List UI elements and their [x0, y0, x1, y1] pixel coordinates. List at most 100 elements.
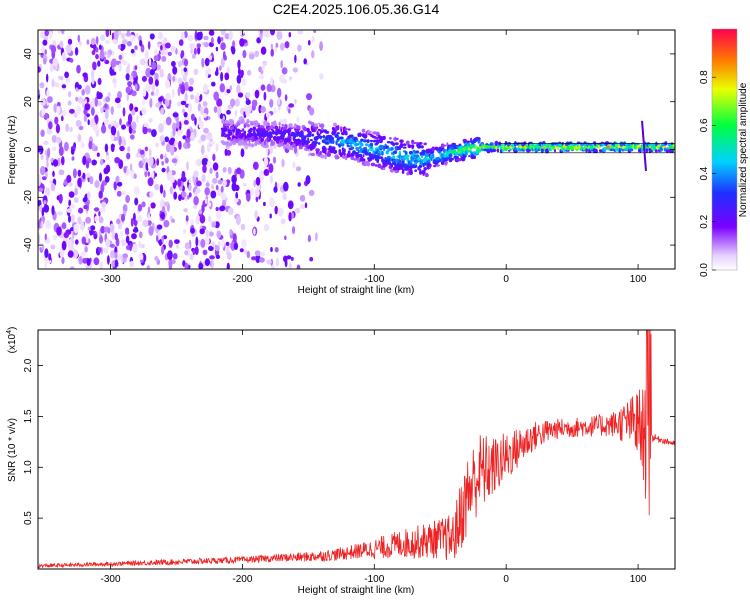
spectrogram-signal-cell	[303, 135, 307, 140]
spectrogram-noise-cell	[85, 85, 91, 95]
spectrogram-noise-cell	[288, 262, 292, 269]
spectrogram-noise-cell	[45, 171, 48, 178]
colorbar-tick-label: 0.4	[699, 166, 710, 180]
spectrogram-signal-cell	[242, 140, 245, 146]
spectrogram-noise-cell	[234, 109, 238, 117]
spectrogram-noise-cell	[283, 255, 288, 263]
colorbar-tick-label: 0.2	[699, 214, 710, 228]
spectrogram-noise-cell	[292, 67, 298, 73]
spectrogram-noise-cell	[125, 235, 130, 244]
spectrogram-noise-cell	[126, 40, 132, 47]
spectrogram-noise-cell	[161, 235, 165, 243]
spectrogram-noise-cell	[204, 57, 210, 67]
spectrogram-noise-cell	[178, 39, 184, 46]
spectrogram-noise-cell	[200, 134, 206, 142]
spectrogram-noise-cell	[209, 140, 215, 146]
spectrogram-signal-cell	[508, 149, 511, 152]
spectrogram-noise-cell	[61, 156, 65, 166]
spectrogram-noise-cell	[126, 93, 129, 102]
spectrogram-signal-cell	[261, 129, 267, 135]
spectrogram-noise-cell	[64, 71, 69, 79]
spectrogram-noise-cell	[50, 45, 57, 54]
x-tick-label: 100	[630, 574, 647, 585]
spectrogram-noise-cell	[67, 91, 72, 98]
spectrogram-noise-cell	[303, 58, 308, 65]
spectrogram-noise-cell	[174, 140, 178, 147]
spectrogram-noise-cell	[293, 146, 298, 154]
spectrogram-signal-cell	[263, 120, 268, 126]
spectrogram-noise-cell	[169, 186, 173, 194]
spectrogram-noise-cell	[256, 37, 262, 44]
spectrogram-signal-cell	[347, 128, 351, 131]
spectrogram-signal-cell	[423, 167, 428, 171]
spectrogram-signal-cell	[319, 137, 322, 140]
spectrogram-noise-cell	[131, 233, 137, 240]
spectrogram-signal-cell	[313, 144, 316, 149]
spectrogram-noise-cell	[85, 160, 90, 169]
spectrogram-signal-cell	[390, 147, 394, 151]
spectrogram-noise-cell	[210, 190, 217, 199]
spectrogram-noise-cell	[72, 249, 78, 259]
spectrogram-y-axis-label: Frequency (Hz)	[7, 116, 18, 185]
spectrogram-signal-cell	[409, 161, 413, 167]
spectrogram-noise-cell	[187, 195, 190, 200]
spectrogram-noise-cell	[39, 166, 46, 176]
spectrogram-noise-cell	[91, 50, 96, 56]
spectrogram-noise-cell	[122, 204, 128, 213]
spectrogram-signal-cell	[474, 144, 477, 149]
spectrogram-noise-cell	[131, 90, 137, 97]
y-tick-label: -40	[23, 237, 34, 252]
spectrogram-noise-cell	[69, 126, 73, 133]
spectrogram-noise-cell	[215, 211, 222, 220]
spectrogram-noise-cell	[41, 176, 47, 181]
spectrogram-noise-cell	[209, 167, 213, 174]
spectrogram-noise-cell	[184, 81, 189, 92]
spectrogram-noise-cell	[40, 222, 43, 229]
spectrogram-noise-cell	[200, 106, 205, 115]
spectrogram-noise-cell	[57, 30, 61, 34]
spectrogram-noise-cell	[133, 173, 137, 179]
spectrogram-signal-cell	[415, 150, 420, 154]
spectrogram-signal-cell	[419, 168, 422, 173]
y-tick-label: 20	[23, 96, 34, 108]
spectrogram-noise-cell	[260, 251, 265, 257]
spectrogram-signal-cell	[372, 139, 377, 143]
spectrogram-noise-cell	[245, 92, 251, 99]
spectrogram-noise-cell	[269, 175, 273, 184]
spectrogram-noise-cell	[204, 258, 211, 267]
spectrogram-signal-cell	[554, 149, 556, 153]
spectrogram-noise-cell	[170, 175, 175, 184]
spectrogram-signal-cell	[369, 139, 374, 143]
spectrogram-noise-cell	[38, 187, 44, 192]
spectrogram-noise-cell	[263, 91, 267, 101]
spectrogram-noise-cell	[77, 34, 81, 43]
spectrogram-noise-cell	[277, 207, 284, 217]
spectrogram-noise-cell	[239, 248, 244, 253]
spectrogram-noise-cell	[215, 206, 219, 212]
spectrogram-noise-cell	[73, 197, 79, 203]
spectrogram-noise-cell	[95, 53, 99, 60]
spectrogram-signal-cell	[480, 147, 484, 152]
spectrogram-noise-cell	[144, 50, 149, 59]
colorbar-tick-label: 0.8	[699, 70, 710, 84]
spectrogram-noise-cell	[41, 107, 46, 117]
spectrogram-signal-cell	[252, 131, 256, 135]
spectrogram-signal-cell	[422, 171, 425, 176]
spectrogram-noise-cell	[240, 223, 246, 231]
spectrogram-noise-cell	[56, 136, 62, 144]
spectrogram-noise-cell	[193, 68, 199, 76]
spectrogram-noise-cell	[61, 115, 64, 122]
spectrogram-noise-cell	[186, 142, 191, 149]
spectrogram-noise-cell	[296, 116, 300, 123]
spectrogram-noise-cell	[296, 264, 301, 269]
spectrogram-noise-cell	[194, 246, 199, 256]
spectrogram-signal-cell	[358, 153, 363, 158]
spectrogram-noise-cell	[40, 129, 45, 137]
spectrogram-signal-cell	[298, 139, 302, 143]
spectrogram-noise-cell	[220, 36, 224, 42]
spectrogram-noise-cell	[183, 111, 188, 118]
spectrogram-noise-cell	[68, 199, 72, 207]
spectrogram-signal-cell	[252, 126, 256, 131]
y-tick-label: 0	[23, 146, 34, 152]
spectrogram-noise-cell	[91, 143, 96, 152]
